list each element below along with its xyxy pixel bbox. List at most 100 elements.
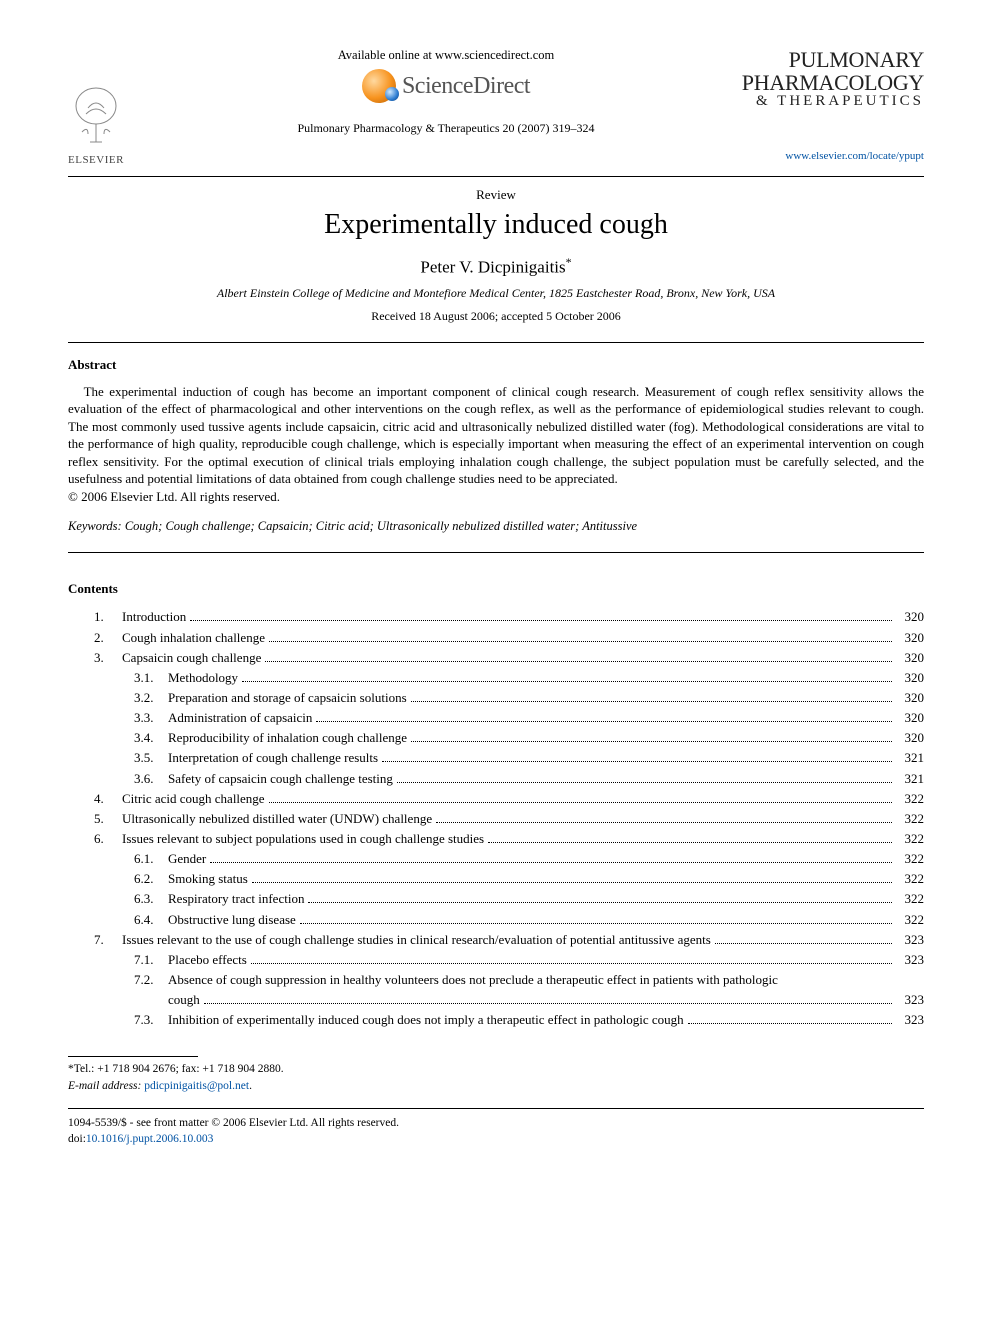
toc-title: Cough inhalation challenge (122, 628, 265, 648)
footnote-rule (68, 1056, 198, 1057)
abstract-heading: Abstract (68, 357, 924, 373)
toc-number: 1. (94, 607, 122, 627)
publisher-block: ELSEVIER (68, 48, 178, 166)
email-label: E-mail address: (68, 1080, 141, 1092)
toc-entry: 3.3.Administration of capsaicin320 (68, 708, 924, 728)
toc-entry: 3.Capsaicin cough challenge320 (68, 648, 924, 668)
journal-homepage-link[interactable]: www.elsevier.com/locate/ypupt (714, 150, 924, 162)
abstract-body: The experimental induction of cough has … (68, 383, 924, 506)
toc-page: 321 (896, 769, 924, 789)
toc-page: 320 (896, 708, 924, 728)
toc-leader-dots (411, 701, 892, 702)
doi-link[interactable]: 10.1016/j.pupt.2006.10.003 (86, 1133, 213, 1145)
toc-leader-dots (210, 862, 892, 863)
abstract-text: The experimental induction of cough has … (68, 383, 924, 488)
toc-title-wrap: Absence of cough suppression in healthy … (168, 970, 924, 1010)
toc-number: 3.1. (134, 668, 168, 688)
toc-title: Interpretation of cough challenge result… (168, 748, 378, 768)
toc-entry: 6.2.Smoking status322 (68, 869, 924, 889)
toc-number: 3.5. (134, 748, 168, 768)
journal-title-line1: PULMONARY (714, 48, 924, 71)
history-dates: Received 18 August 2006; accepted 5 Octo… (68, 309, 924, 324)
toc-number: 6. (94, 829, 122, 849)
toc-leader-dots (382, 761, 892, 762)
contents-heading: Contents (68, 581, 924, 597)
corresponding-mark: * (566, 255, 572, 269)
toc-page: 323 (896, 990, 924, 1010)
toc-leader-dots (411, 741, 892, 742)
toc-title: Safety of capsaicin cough challenge test… (168, 769, 393, 789)
corresponding-footnote: *Tel.: +1 718 904 2676; fax: +1 718 904 … (68, 1061, 924, 1093)
toc-page: 322 (896, 789, 924, 809)
toc-entry: 6.4.Obstructive lung disease322 (68, 910, 924, 930)
toc-title: Smoking status (168, 869, 248, 889)
toc-entry: 6.3.Respiratory tract infection 322 (68, 889, 924, 909)
toc-title: Issues relevant to subject populations u… (122, 829, 484, 849)
affiliation: Albert Einstein College of Medicine and … (68, 286, 924, 301)
toc-page: 322 (896, 869, 924, 889)
toc-entry: 1.Introduction 320 (68, 607, 924, 627)
toc-leader-dots (252, 882, 892, 883)
toc-page: 322 (896, 910, 924, 930)
keywords-label: Keywords: (68, 519, 122, 533)
journal-block: PULMONARY PHARMACOLOGY & THERAPEUTICS ww… (714, 48, 924, 162)
toc-entry: 6.Issues relevant to subject populations… (68, 829, 924, 849)
toc-entry: 2.Cough inhalation challenge320 (68, 628, 924, 648)
toc-leader-dots (242, 681, 892, 682)
toc-leader-dots (204, 1003, 892, 1004)
toc-leader-dots (300, 923, 892, 924)
toc-title-cont: cough (168, 990, 200, 1010)
journal-title-line2: PHARMACOLOGY (714, 71, 924, 94)
toc-number: 6.1. (134, 849, 168, 869)
toc-page: 320 (896, 728, 924, 748)
corr-email-line: E-mail address: pdicpinigaitis@pol.net. (68, 1078, 924, 1094)
toc-page: 323 (896, 1010, 924, 1030)
toc-entry: 5.Ultrasonically nebulized distilled wat… (68, 809, 924, 829)
toc-title: Gender (168, 849, 206, 869)
toc-title: Placebo effects (168, 950, 247, 970)
toc-entry: 3.2.Preparation and storage of capsaicin… (68, 688, 924, 708)
toc-entry: 3.1.Methodology320 (68, 668, 924, 688)
toc-page: 323 (896, 930, 924, 950)
toc-number: 5. (94, 809, 122, 829)
toc-entry: 7.2.Absence of cough suppression in heal… (68, 970, 924, 1010)
toc-number: 6.4. (134, 910, 168, 930)
toc-number: 7.1. (134, 950, 168, 970)
available-online-text: Available online at www.sciencedirect.co… (178, 48, 714, 63)
toc-entry: 4.Citric acid cough challenge322 (68, 789, 924, 809)
footer-block: 1094-5539/$ - see front matter © 2006 El… (68, 1115, 924, 1147)
doi-label: doi: (68, 1133, 86, 1145)
toc-title: Ultrasonically nebulized distilled water… (122, 809, 432, 829)
article-title: Experimentally induced cough (68, 209, 924, 241)
page-header: ELSEVIER Available online at www.science… (68, 48, 924, 166)
toc-title: Absence of cough suppression in healthy … (168, 970, 924, 990)
toc-page: 320 (896, 668, 924, 688)
toc-leader-dots (269, 802, 892, 803)
abstract-top-rule (68, 342, 924, 343)
keywords-line: Keywords: Cough; Cough challenge; Capsai… (68, 519, 924, 534)
citation-line: Pulmonary Pharmacology & Therapeutics 20… (178, 121, 714, 136)
toc-page: 320 (896, 607, 924, 627)
toc-page: 321 (896, 748, 924, 768)
toc-title: Respiratory tract infection (168, 889, 304, 909)
toc-number: 7.3. (134, 1010, 168, 1030)
toc-leader-dots (488, 842, 892, 843)
toc-page: 322 (896, 889, 924, 909)
toc-leader-dots (190, 620, 892, 621)
journal-title-line3: & THERAPEUTICS (714, 94, 924, 110)
toc-title: Inhibition of experimentally induced cou… (168, 1010, 684, 1030)
toc-number: 6.3. (134, 889, 168, 909)
email-suffix: . (249, 1080, 252, 1092)
toc-page: 322 (896, 829, 924, 849)
toc-entry: 7.1.Placebo effects323 (68, 950, 924, 970)
toc-title: Introduction (122, 607, 186, 627)
author-email-link[interactable]: pdicpinigaitis@pol.net (144, 1080, 249, 1092)
keywords-text: Cough; Cough challenge; Capsaicin; Citri… (125, 519, 637, 533)
toc-title: Citric acid cough challenge (122, 789, 265, 809)
toc-title: Administration of capsaicin (168, 708, 312, 728)
sciencedirect-orb-icon (362, 69, 396, 103)
toc-entry: 3.4.Reproducibility of inhalation cough … (68, 728, 924, 748)
toc-title: Reproducibility of inhalation cough chal… (168, 728, 407, 748)
toc-number: 7.2. (134, 970, 168, 990)
toc-leader-dots (265, 661, 892, 662)
